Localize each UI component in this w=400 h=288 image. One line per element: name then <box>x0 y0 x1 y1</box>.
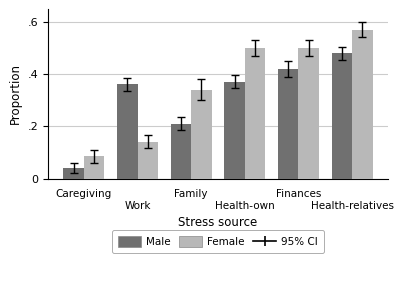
Text: Health-relatives: Health-relatives <box>311 201 394 211</box>
Bar <box>245 48 265 179</box>
Text: Stress source: Stress source <box>178 216 258 229</box>
Bar <box>64 168 84 179</box>
Bar <box>352 30 372 179</box>
Bar <box>84 156 104 179</box>
Bar <box>171 124 191 179</box>
Bar <box>224 82 245 179</box>
Bar <box>298 48 319 179</box>
Bar <box>191 90 212 179</box>
Text: Finances: Finances <box>276 189 321 199</box>
Bar <box>138 142 158 179</box>
Text: Family: Family <box>174 189 208 199</box>
Text: Work: Work <box>124 201 151 211</box>
Bar <box>332 53 352 179</box>
Y-axis label: Proportion: Proportion <box>9 63 22 124</box>
Bar <box>278 69 298 179</box>
Text: Health-own: Health-own <box>215 201 275 211</box>
Bar <box>117 84 138 179</box>
Legend: Male, Female, 95% CI: Male, Female, 95% CI <box>112 230 324 253</box>
Text: Caregiving: Caregiving <box>56 189 112 199</box>
